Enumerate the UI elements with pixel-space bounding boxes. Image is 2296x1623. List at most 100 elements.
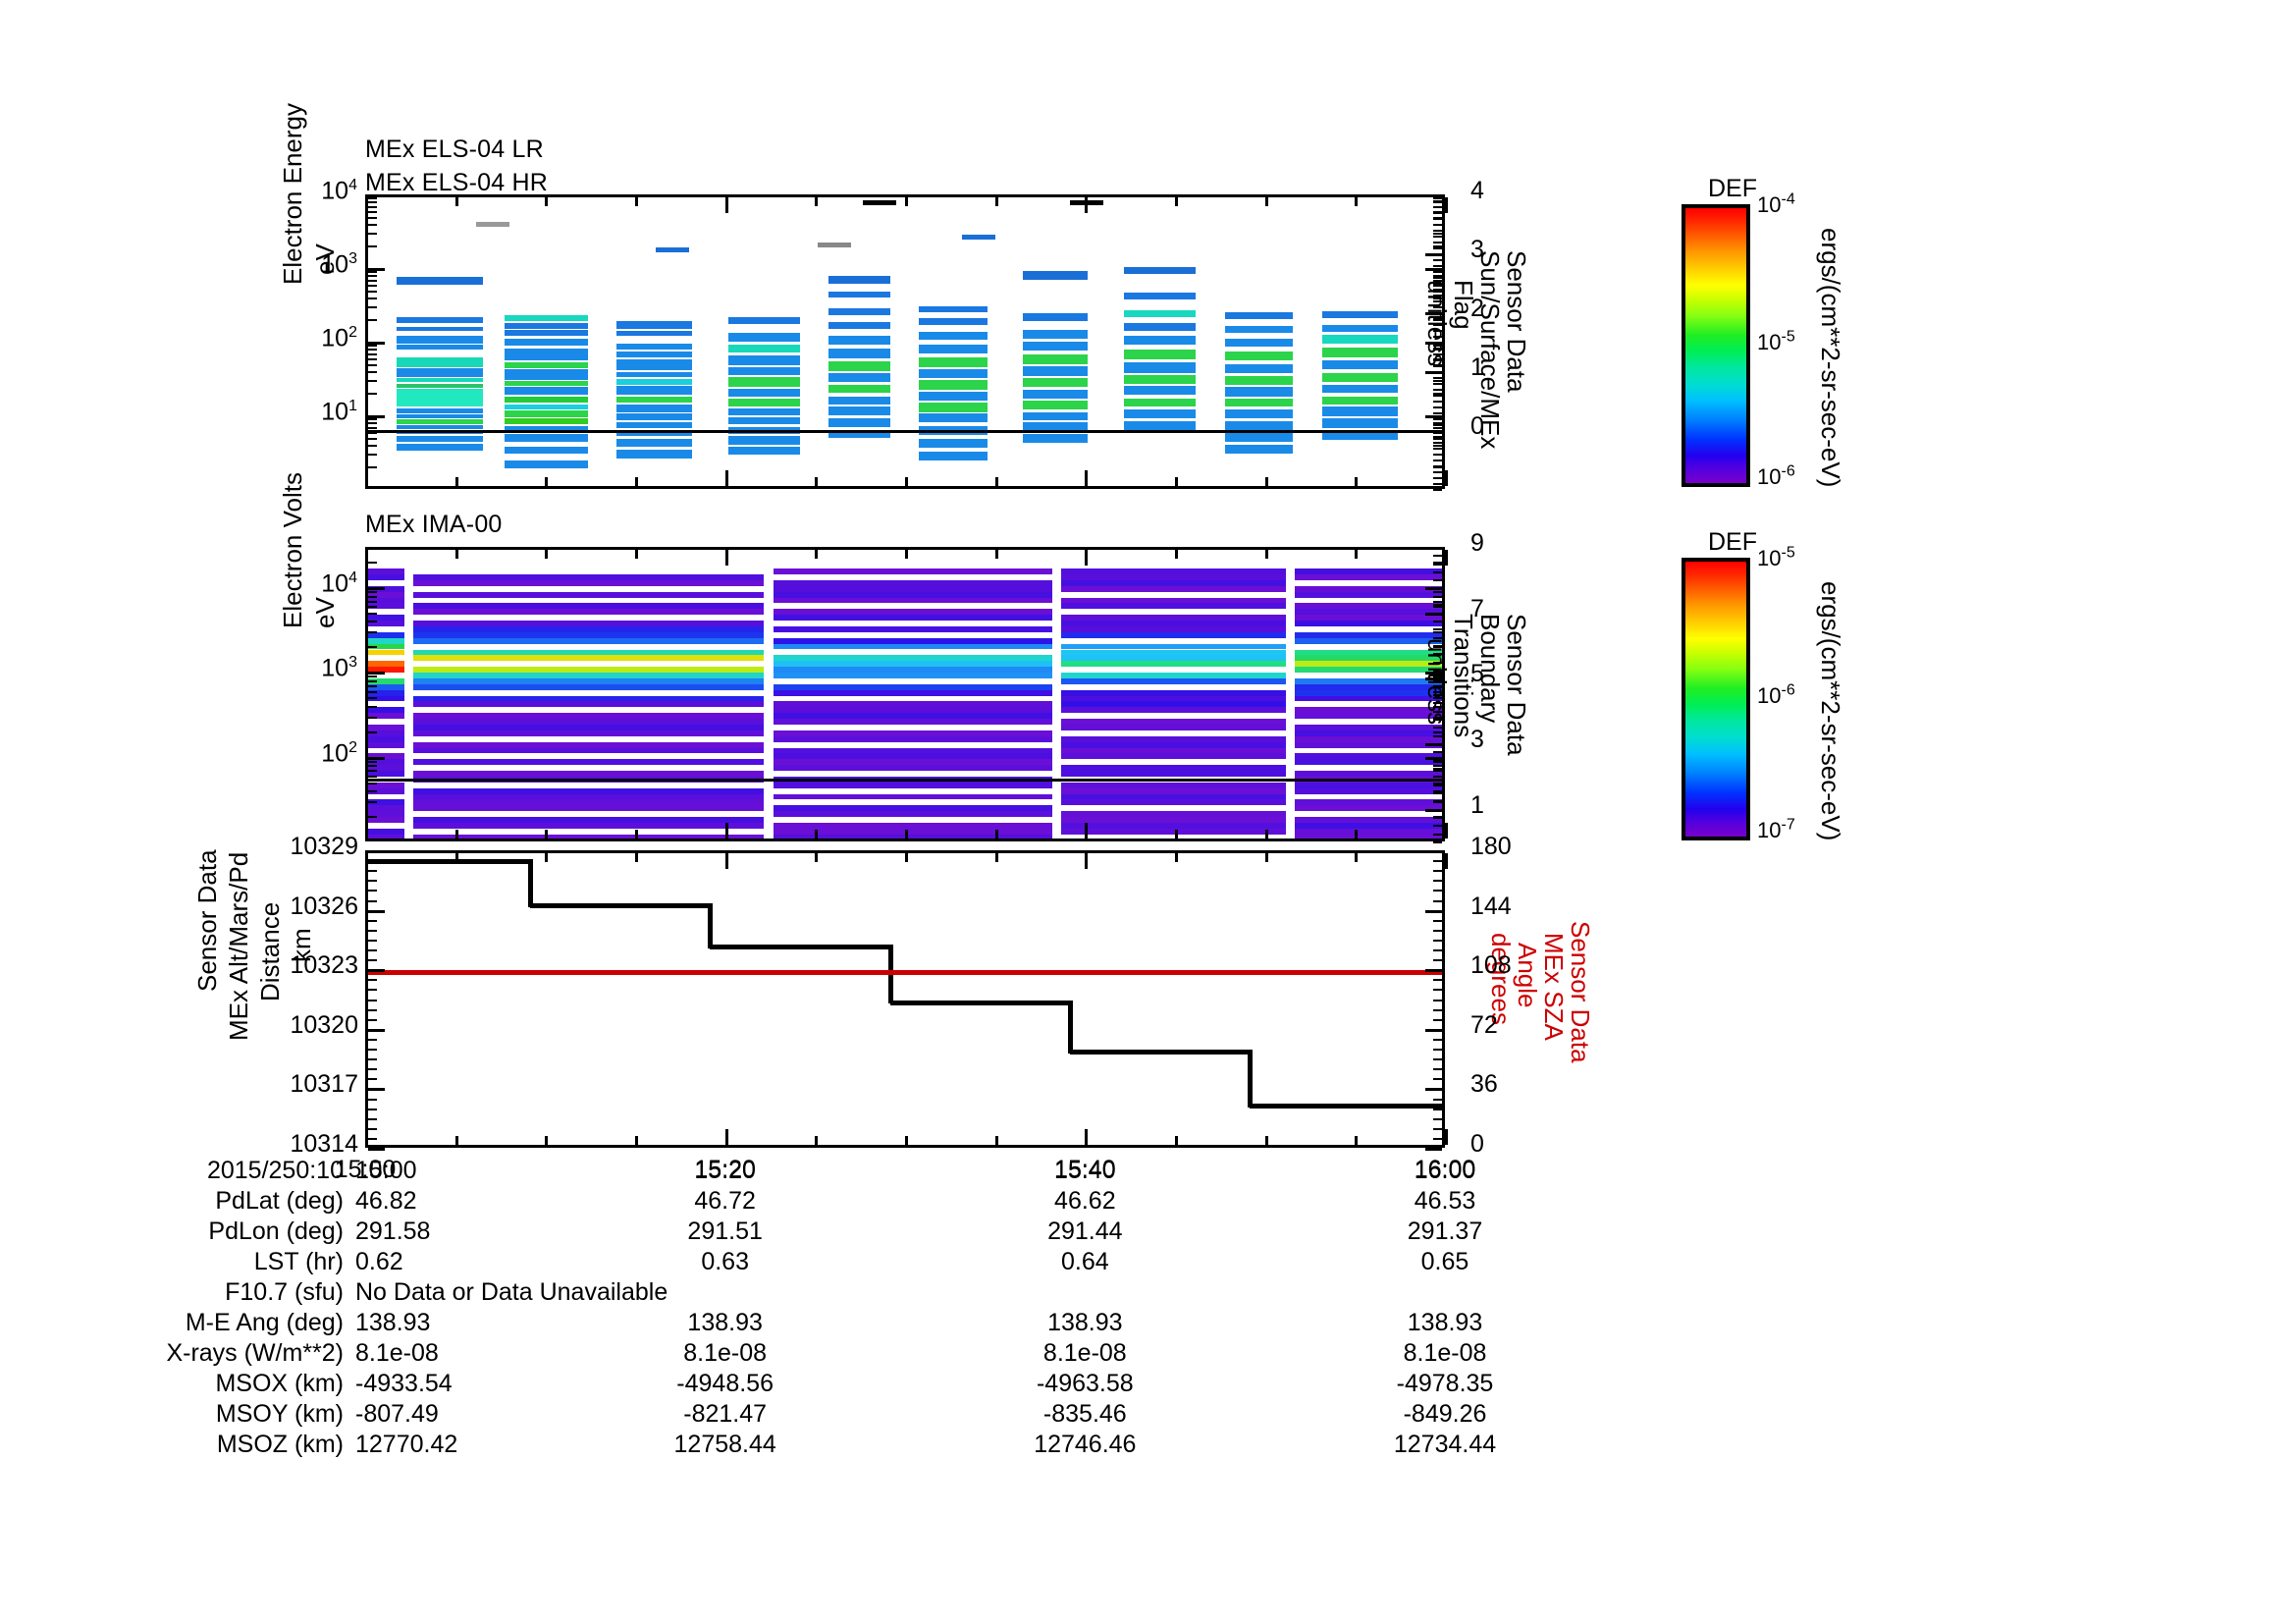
spectrogram-cell xyxy=(368,805,404,812)
axis-tick xyxy=(368,364,377,366)
axis-tick xyxy=(368,816,377,818)
axis-tick xyxy=(368,1068,377,1070)
panel2-plot-frame[interactable] xyxy=(365,547,1445,841)
panel3-plot-frame[interactable] xyxy=(365,850,1445,1148)
axis-tick xyxy=(368,596,377,598)
spectrogram-cell xyxy=(368,649,404,656)
axis-tick xyxy=(1445,1129,1448,1145)
axis-tick xyxy=(1433,677,1442,679)
spectrogram-cell xyxy=(1295,621,1442,626)
axis-tick xyxy=(1085,470,1088,486)
spectrogram-cell xyxy=(1060,701,1286,708)
spectrogram-cell xyxy=(1060,771,1286,777)
axis-tick xyxy=(455,477,458,486)
axis-tick xyxy=(1433,697,1442,699)
axis-tick xyxy=(368,349,377,351)
spectrogram-cell xyxy=(368,591,404,598)
panel2-ytick-label: 103 xyxy=(321,654,357,682)
axis-tick xyxy=(1433,380,1442,382)
axis-tick xyxy=(1433,200,1442,202)
spectrogram-cell xyxy=(1060,793,1286,800)
axis-tick xyxy=(545,197,548,206)
spectrogram-cell xyxy=(368,771,404,777)
altitude-step-drop xyxy=(528,859,533,907)
spectrogram-cell xyxy=(1060,655,1286,662)
spectrogram-cell xyxy=(616,321,692,329)
spectrogram-cell xyxy=(919,306,988,313)
axis-tick xyxy=(725,550,728,566)
panel1-right-ytick-label: 4 xyxy=(1470,177,1484,204)
spectrogram-cell xyxy=(1060,828,1286,835)
spectrogram-cell xyxy=(1295,568,1442,575)
spectrogram-cell xyxy=(1023,342,1089,352)
spectrogram-cell xyxy=(773,735,1052,742)
axis-tick xyxy=(635,197,638,206)
axis-tick xyxy=(368,765,377,767)
spectrogram-cell xyxy=(616,343,692,351)
table-cell-value: 12734.44 xyxy=(1393,1431,1497,1458)
spectrogram-cell xyxy=(397,336,484,344)
axis-tick xyxy=(1433,969,1442,971)
panel2-right-ytick-label: 9 xyxy=(1470,529,1484,557)
spectrogram-cell xyxy=(727,416,800,425)
axis-tick xyxy=(1433,432,1442,434)
axis-tick xyxy=(368,562,377,564)
spectrogram-cell xyxy=(1060,735,1286,742)
panel1-plot-frame[interactable] xyxy=(365,194,1445,489)
axis-tick xyxy=(905,830,908,839)
spectrogram-cell xyxy=(1224,338,1294,348)
axis-tick xyxy=(1433,1148,1442,1150)
table-cell-value: 12770.42 xyxy=(355,1431,458,1458)
axis-tick xyxy=(1433,979,1442,981)
spectrogram-cell xyxy=(773,689,1052,696)
axis-tick xyxy=(368,631,377,633)
axis-tick xyxy=(368,438,377,440)
axis-tick xyxy=(1433,265,1442,267)
spectrogram-cell xyxy=(368,603,404,610)
spectrogram-cell xyxy=(412,655,765,662)
spectrogram-cell xyxy=(1124,421,1197,431)
axis-tick xyxy=(1433,880,1442,882)
spectrogram-cell xyxy=(397,356,484,367)
axis-tick xyxy=(1433,800,1442,802)
axis-tick xyxy=(545,477,548,486)
spectrogram-cell xyxy=(1060,625,1286,632)
axis-tick xyxy=(368,691,377,693)
spectrogram-cell xyxy=(773,822,1052,829)
axis-tick xyxy=(1433,606,1442,608)
spectrogram-cell xyxy=(1295,591,1442,598)
axis-tick xyxy=(1433,318,1442,320)
altitude-step-drop xyxy=(1068,1000,1073,1054)
axis-tick xyxy=(368,306,377,308)
axis-tick xyxy=(995,477,998,486)
axis-tick xyxy=(368,275,377,277)
axis-tick xyxy=(1445,550,1448,566)
axis-tick xyxy=(368,940,377,942)
axis-tick xyxy=(1433,940,1442,942)
axis-tick xyxy=(1433,727,1442,729)
spectrogram-cell xyxy=(505,362,588,368)
panel3-right-ytick-label: 36 xyxy=(1470,1070,1498,1099)
axis-tick xyxy=(368,197,377,199)
spectrogram-cell xyxy=(773,707,1052,714)
axis-tick xyxy=(365,550,368,566)
spectrogram-cell xyxy=(727,377,800,388)
axis-tick xyxy=(368,206,377,208)
spectrogram-cell xyxy=(656,246,690,252)
spectrogram-cell xyxy=(1060,787,1286,794)
axis-tick xyxy=(368,870,377,872)
spectrogram-cell xyxy=(962,235,995,241)
panel1-ytick-label: 103 xyxy=(321,250,357,279)
axis-tick xyxy=(1433,489,1442,491)
spectrogram-cell xyxy=(828,349,890,358)
panel2-right-ytick-label: 1 xyxy=(1470,790,1484,819)
spectrogram-cell xyxy=(1295,649,1442,656)
table-cell-value: -835.46 xyxy=(1042,1400,1127,1428)
axis-tick xyxy=(1085,197,1088,213)
axis-tick xyxy=(1433,395,1442,397)
axis-tick xyxy=(1265,830,1268,839)
colorbar1-top-label: 10-4 xyxy=(1757,191,1795,218)
axis-tick xyxy=(1433,236,1442,238)
axis-tick xyxy=(1433,218,1442,220)
axis-tick xyxy=(368,353,377,355)
